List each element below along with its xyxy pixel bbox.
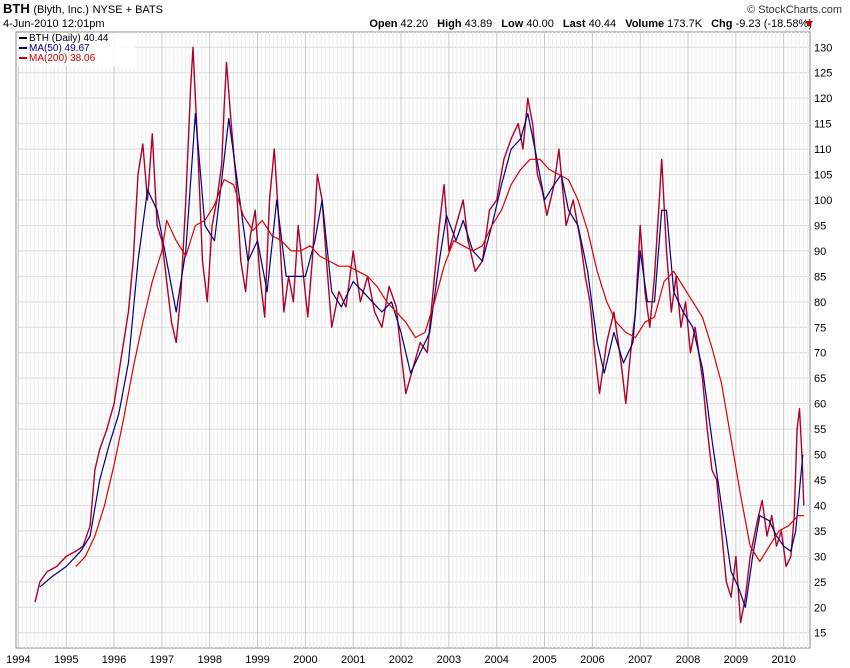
open-value: 42.20 [400,18,429,30]
brand-logo[interactable]: © StockCharts.com [747,4,842,16]
legend-label: MA(200) 38.06 [29,53,96,64]
x-tick-label: 2010 [771,654,795,666]
y-tick-label: 25 [814,577,826,589]
ticker-symbol: BTH [3,1,30,16]
y-tick-label: 105 [814,170,832,182]
y-tick-label: 110 [814,144,832,156]
x-tick-label: 1995 [54,654,78,666]
low-value: 40.00 [526,18,554,30]
x-tick-label: 1997 [150,654,174,666]
legend-label: BTH (Daily) 40.44 [29,33,109,44]
x-tick-label: 1998 [197,654,221,666]
y-tick-label: 15 [814,628,826,640]
x-tick-label: 2009 [724,654,748,666]
quote-date: 4-Jun-2010 12:01pm [3,18,105,30]
y-tick-label: 115 [814,119,832,131]
y-tick-label: 20 [814,602,826,614]
high-value: 43.89 [464,18,493,30]
ticker-title: BTH (Blyth, Inc.) NYSE + BATS [3,1,163,16]
y-tick-label: 90 [814,246,826,258]
chg-value: -9.23 (-18.58%) [735,18,812,30]
y-tick-label: 50 [814,450,826,462]
chg-label: Chg [711,18,733,30]
exchange: NYSE + BATS [92,4,163,16]
y-tick-label: 30 [814,551,826,563]
last-label: Last [562,18,586,30]
high-label: High [437,18,462,30]
x-tick-label: 1999 [245,654,269,666]
x-tick-label: 2003 [437,654,461,666]
y-tick-label: 80 [814,297,826,309]
legend-label: MA(50) 49.67 [29,43,90,54]
y-tick-label: 55 [814,424,826,436]
quote-summary: Open 42.20 High 43.89 Low 40.00 Last 40.… [369,18,812,30]
y-tick-label: 95 [814,220,826,232]
x-tick-label: 2005 [532,654,556,666]
x-tick-label: 1996 [102,654,126,666]
y-tick-label: 120 [814,93,832,105]
y-axis: 15 20 25 30 35 40 45 50 55 60 65 70 75 80 85 90 95 100 105… [814,42,832,639]
chart-header: BTH (Blyth, Inc.) NYSE + BATS 4-Jun-2010… [0,0,850,32]
volume-label: Volume [625,18,665,30]
x-tick-label: 2002 [389,654,413,666]
y-tick-label: 40 [814,500,826,512]
series-line-ma200 [75,158,804,567]
low-label: Low [501,18,524,30]
open-label: Open [369,18,398,30]
x-tick-label: 2007 [628,654,652,666]
y-tick-label: 100 [814,195,832,207]
y-tick-label: 70 [814,348,826,360]
y-tick-label: 65 [814,373,826,385]
y-tick-label: 45 [814,475,826,487]
down-arrow-icon [805,21,813,27]
y-tick-label: 130 [814,42,832,54]
y-tick-label: 85 [814,271,826,283]
series-line-price [34,46,805,624]
y-tick-label: 60 [814,399,826,411]
series-line-ma50 [39,112,804,608]
series-group [34,46,805,624]
x-tick-label: 2008 [676,654,700,666]
volume-value: 173.7K [667,18,703,30]
x-tick-label: 2004 [484,654,508,666]
y-tick-label: 35 [814,526,826,538]
x-tick-label: 2006 [580,654,604,666]
legend-box [17,33,135,66]
last-value: 40.44 [588,18,617,30]
company-name: (Blyth, Inc.) [33,4,89,16]
y-tick-label: 75 [814,322,826,334]
x-axis: 1994 1995 1996 1997 1998 1999 2000 2001 2002 2003… [6,654,796,666]
y-tick-label: 125 [814,68,832,80]
x-tick-label: 2000 [293,654,317,666]
x-tick-label: 1994 [6,654,30,666]
x-tick-label: 2001 [341,654,365,666]
